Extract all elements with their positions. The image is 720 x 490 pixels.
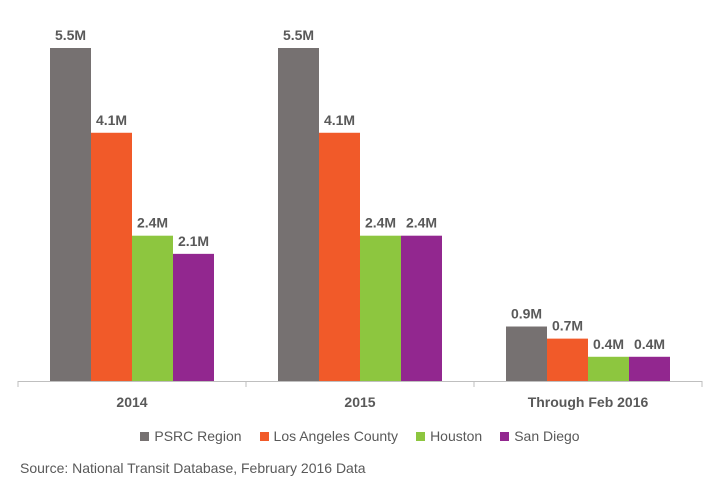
bar-psrc-region-2 — [506, 326, 547, 381]
data-label: 2.1M — [178, 233, 209, 249]
data-label: 5.5M — [55, 27, 86, 43]
legend-label: Los Angeles County — [273, 428, 399, 444]
data-label: 5.5M — [283, 27, 314, 43]
data-label: 2.4M — [137, 215, 168, 231]
data-label: 0.4M — [593, 336, 624, 352]
data-label: 0.7M — [552, 318, 583, 334]
bar-los-angeles-county-2 — [547, 338, 588, 381]
data-label: 2.4M — [406, 215, 437, 231]
category-label: 2015 — [344, 394, 375, 410]
data-label: 4.1M — [96, 112, 127, 128]
legend-swatch — [259, 431, 269, 441]
legend-swatch — [416, 431, 426, 441]
data-label: 0.9M — [511, 306, 542, 322]
data-label: 0.4M — [634, 336, 665, 352]
bar-psrc-region-0 — [50, 48, 91, 381]
bar-los-angeles-county-1 — [319, 132, 360, 381]
bar-psrc-region-1 — [278, 48, 319, 381]
legend-item: Houston — [416, 428, 482, 444]
legend-label: San Diego — [514, 428, 580, 444]
legend-swatch — [500, 431, 510, 441]
legend-item: San Diego — [500, 428, 580, 444]
bar-houston-0 — [132, 235, 173, 381]
category-label: Through Feb 2016 — [528, 394, 649, 410]
bar-chart: 5.5M 4.1M 2.4M 2.1M 2014 5.5M 4.1M 2.4M 2.4M 2015… — [17, 27, 703, 410]
legend-item: PSRC Region — [140, 428, 242, 444]
bar-san-diego-1 — [401, 235, 442, 381]
data-label: 2.4M — [365, 215, 396, 231]
legend: PSRC Region Los Angeles County Houston San … — [0, 428, 720, 444]
bar-los-angeles-county-0 — [91, 132, 132, 381]
category-label: 2014 — [116, 394, 147, 410]
data-label: 4.1M — [324, 112, 355, 128]
legend-swatch — [140, 431, 150, 441]
legend-label: PSRC Region — [154, 428, 242, 444]
bar-houston-1 — [360, 235, 401, 381]
bar-san-diego-2 — [629, 356, 670, 381]
legend-item: Los Angeles County — [259, 428, 399, 444]
legend-label: Houston — [430, 428, 483, 444]
bar-san-diego-0 — [173, 253, 214, 381]
source-note: Source: National Transit Database, Febru… — [20, 460, 366, 476]
bar-houston-2 — [588, 356, 629, 381]
